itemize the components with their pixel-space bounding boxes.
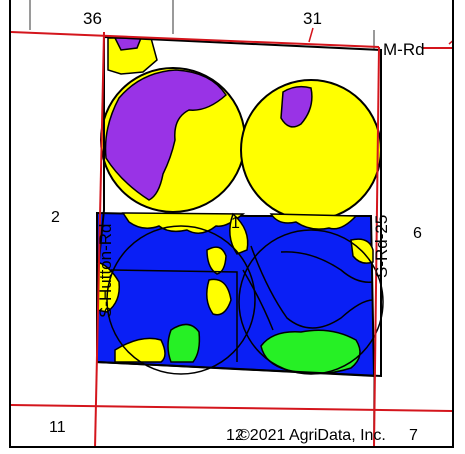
road-label-s-hutton-rd: S-Hutton-Rd xyxy=(96,224,115,318)
section-label-31: 31 xyxy=(303,9,322,28)
section-label-12: 12 xyxy=(226,427,244,444)
soil-unit-yellow[interactable] xyxy=(229,212,249,255)
pivot-circle-lower-right xyxy=(238,229,384,375)
pivot-circle-lower-left xyxy=(106,225,256,375)
soil-unit-green[interactable] xyxy=(167,323,201,363)
copyright-text: ©2021 AgriData, Inc. xyxy=(238,427,386,444)
road-west xyxy=(94,31,105,446)
soil-unit-yellow[interactable] xyxy=(269,213,358,230)
road-label-s-rd-25: S-Rd-25 xyxy=(372,215,391,278)
section-label-7: 7 xyxy=(409,427,418,444)
road-south xyxy=(11,404,452,412)
soil-unit-yellow[interactable] xyxy=(206,246,227,275)
road-label-m-rd: M-Rd xyxy=(383,40,425,59)
soil-map-canvas[interactable]: 36 31 2 1 6 11 12 7 M-Rd S-Hutton-Rd S-R… xyxy=(11,0,454,448)
road-tick xyxy=(448,40,452,45)
soil-unit-yellow[interactable] xyxy=(206,278,232,316)
road-north xyxy=(11,31,380,48)
section-label-6: 6 xyxy=(413,225,422,242)
soil-unit-yellow[interactable] xyxy=(114,337,166,363)
section-label-36: 36 xyxy=(83,9,102,28)
road-east xyxy=(373,46,380,446)
section-label-1: 1 xyxy=(231,215,240,232)
soil-map[interactable]: 36 31 2 1 6 11 12 7 M-Rd S-Hutton-Rd S-R… xyxy=(9,0,454,448)
soil-unit-yellow[interactable] xyxy=(121,212,246,234)
soil-boundary-line xyxy=(250,245,374,329)
road-tick xyxy=(308,27,314,43)
soil-boundary-line xyxy=(110,269,238,362)
soil-boundary-line xyxy=(242,269,274,331)
section-label-11: 11 xyxy=(49,419,66,436)
soil-unit-purple-large[interactable] xyxy=(104,69,227,201)
soil-unit-purple-small[interactable] xyxy=(280,85,313,128)
soil-boundary-line xyxy=(280,251,374,283)
section-label-2: 2 xyxy=(51,209,60,226)
